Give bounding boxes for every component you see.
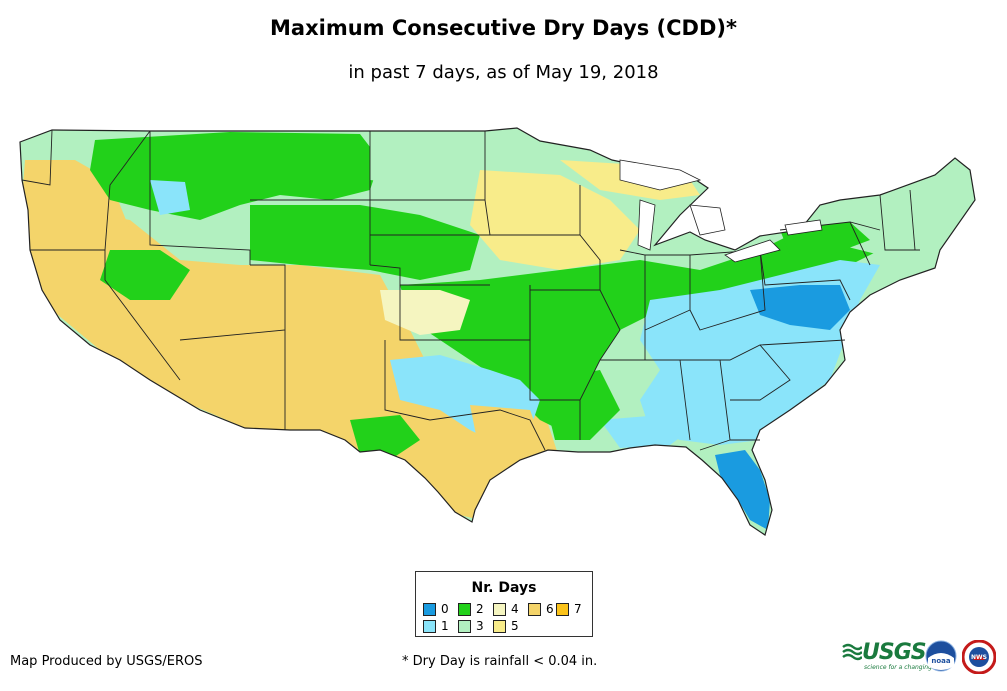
region-kansas-4days bbox=[380, 290, 470, 335]
legend-swatch bbox=[493, 602, 506, 616]
region-north-dakota-3days bbox=[370, 135, 480, 185]
region-central-plains-2days bbox=[250, 205, 480, 280]
legend-swatch bbox=[423, 619, 436, 633]
region-south-texas-6days bbox=[470, 405, 545, 470]
legend-title: Nr. Days bbox=[471, 580, 537, 596]
credit-text: Map Produced by USGS/EROS bbox=[10, 654, 203, 669]
usgs-logo: USGS bbox=[842, 640, 927, 665]
region-gulf-1day bbox=[600, 415, 690, 448]
legend-item-5: 5 bbox=[493, 619, 519, 633]
usgs-wordmark: USGS bbox=[862, 640, 927, 665]
usgs-wave-icon bbox=[842, 643, 862, 660]
legend-item-3: 3 bbox=[458, 619, 484, 633]
legend-item-6: 6 bbox=[528, 602, 554, 616]
dry-day-note: * Dry Day is rainfall < 0.04 in. bbox=[402, 654, 598, 669]
map-title: Maximum Consecutive Dry Days (CDD)* bbox=[270, 16, 737, 40]
usgs-tagline: science for a changing world bbox=[864, 664, 951, 671]
legend-item-0: 0 bbox=[423, 602, 449, 616]
region-upper-midwest-5days bbox=[470, 170, 640, 270]
region-florida-0days bbox=[715, 450, 770, 530]
state-boundaries bbox=[21, 129, 920, 451]
legend-swatch bbox=[493, 619, 506, 633]
nws-logo: NWS bbox=[962, 640, 996, 674]
region-nevada-2days bbox=[100, 250, 190, 300]
noaa-logo: noaa bbox=[925, 640, 957, 672]
legend-swatch bbox=[458, 619, 471, 633]
great-lakes bbox=[619, 159, 823, 263]
legend-swatch bbox=[458, 602, 471, 616]
lake-michigan bbox=[637, 199, 656, 251]
region-idaho-1day bbox=[150, 180, 190, 215]
legend: Nr. Days 0 1 2 3 4 5 6 7 bbox=[415, 571, 593, 637]
lake-huron bbox=[689, 204, 726, 236]
legend-item-1: 1 bbox=[423, 619, 449, 633]
noaa-text: noaa bbox=[931, 657, 951, 665]
region-midwest-2days bbox=[400, 225, 880, 430]
lake-ontario bbox=[784, 219, 823, 236]
nws-text: NWS bbox=[971, 654, 987, 661]
legend-item-7: 7 bbox=[556, 602, 582, 616]
region-mid-atlantic-0days bbox=[750, 285, 850, 330]
lake-superior bbox=[619, 159, 702, 191]
legend-item-4: 4 bbox=[493, 602, 519, 616]
legend-item-2: 2 bbox=[458, 602, 484, 616]
region-west-texas-2days bbox=[350, 415, 420, 460]
legend-swatch bbox=[528, 602, 541, 616]
legend-swatch bbox=[423, 602, 436, 616]
legend-swatch bbox=[556, 602, 569, 616]
lake-erie bbox=[724, 239, 781, 263]
map-subtitle: in past 7 days, as of May 19, 2018 bbox=[348, 62, 659, 83]
